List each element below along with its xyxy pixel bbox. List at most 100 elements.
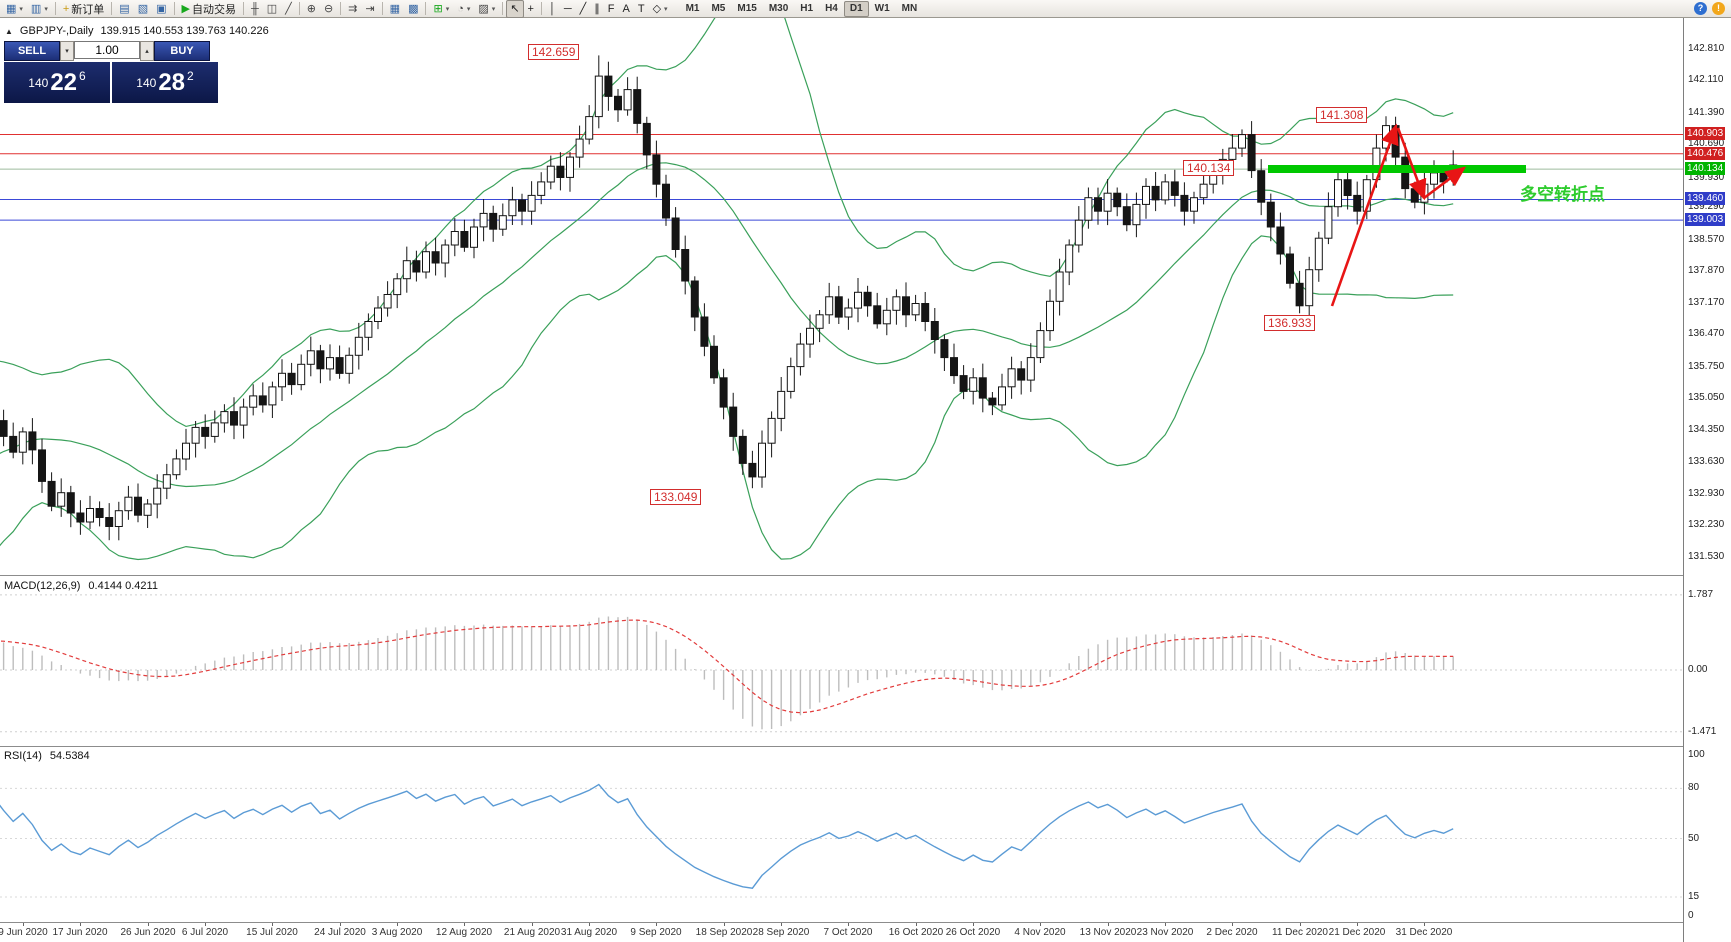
templates-button[interactable]: ▨ ▾ bbox=[474, 0, 499, 18]
annotation-price-label[interactable]: 133.049 bbox=[650, 489, 702, 505]
timeframe-d1-button[interactable]: D1 bbox=[843, 0, 869, 17]
profiles-button[interactable]: ▥ ▾ bbox=[27, 0, 52, 18]
chart-line-button[interactable]: ╱ bbox=[281, 0, 296, 18]
auto-scroll-button[interactable]: ⇉ bbox=[344, 0, 361, 18]
chart-candlesticks-button[interactable]: ◫ bbox=[263, 0, 281, 18]
ask-prefix: 140 bbox=[136, 75, 157, 90]
vertical-line-button[interactable]: │ bbox=[545, 0, 560, 18]
chart-shift-button[interactable]: ⇥ bbox=[361, 0, 378, 18]
volume-decrease-button[interactable]: ▾ bbox=[60, 41, 74, 61]
ask-pip-digit: 2 bbox=[187, 68, 194, 83]
candlestick bbox=[162, 474, 171, 489]
trend-arrow[interactable] bbox=[1330, 123, 1399, 307]
macd-panel-chart[interactable] bbox=[0, 577, 1683, 746]
buy-button[interactable]: BUY bbox=[154, 41, 210, 61]
market-watch-button[interactable]: ▤ bbox=[115, 0, 133, 18]
toolbar-separator bbox=[298, 2, 300, 15]
volume-input[interactable] bbox=[74, 41, 140, 59]
candlestick bbox=[537, 181, 546, 196]
candlestick bbox=[969, 377, 978, 392]
candlestick bbox=[575, 138, 584, 158]
toolbar-right-icons: ?! bbox=[1694, 2, 1725, 15]
rsi-panel-chart[interactable] bbox=[0, 747, 1683, 922]
help-icon[interactable]: ? bbox=[1694, 2, 1707, 15]
price-axis[interactable]: 142.810 142.110 141.390 140.690 139.930 139.2… bbox=[1683, 18, 1731, 942]
annotation-price-label[interactable]: 142.659 bbox=[528, 44, 580, 60]
candlestick bbox=[114, 510, 123, 528]
candlestick bbox=[134, 496, 142, 516]
trend-arrow[interactable] bbox=[1396, 127, 1427, 201]
support-zone-bar[interactable] bbox=[1268, 165, 1526, 173]
candlestick bbox=[902, 296, 910, 316]
autotrading-icon: ▶ bbox=[181, 2, 190, 15]
cascade-windows-button[interactable]: ▩ bbox=[404, 0, 422, 18]
autotrading-button[interactable]: ▶ 自动交易 bbox=[178, 0, 240, 18]
candlestick bbox=[662, 183, 670, 219]
timeframe-m5-button[interactable]: M5 bbox=[711, 2, 726, 14]
oneclick-collapse-icon[interactable]: ▲ bbox=[5, 26, 13, 36]
text-label-button[interactable]: T bbox=[634, 0, 649, 18]
text-button[interactable]: A bbox=[619, 0, 634, 18]
trend-arrow[interactable] bbox=[1423, 166, 1467, 200]
cursor-button[interactable]: ↖ bbox=[506, 0, 524, 18]
candlestick bbox=[220, 411, 229, 424]
periods-icon: ◔ bbox=[457, 2, 464, 15]
horizontal-line-button[interactable]: ─ bbox=[560, 0, 576, 18]
annotation-price-label[interactable]: 136.933 bbox=[1264, 315, 1316, 331]
tile-windows-button[interactable]: ▦ bbox=[386, 0, 404, 18]
candlestick bbox=[9, 435, 18, 453]
chart-bars-button[interactable]: ╫ bbox=[247, 0, 263, 18]
equidistant-channel-button[interactable]: ∥ bbox=[590, 0, 604, 18]
whats-new-icon[interactable]: ! bbox=[1712, 2, 1725, 15]
timeframe-m15-button[interactable]: M15 bbox=[737, 2, 757, 14]
chart-note-text[interactable]: 多空转折点 bbox=[1520, 185, 1605, 204]
arrows-button[interactable]: ◇ ▾ bbox=[649, 0, 672, 18]
periods-button[interactable]: ◔ ▾ bbox=[453, 0, 474, 18]
annotation-price-label[interactable]: 140.134 bbox=[1183, 160, 1235, 176]
templates-icon: ▨ bbox=[478, 2, 489, 15]
rsi-label: RSI(14) bbox=[4, 750, 42, 762]
candlestick bbox=[364, 321, 373, 338]
new-order-button[interactable]: + 新订单 bbox=[59, 0, 108, 18]
toolbar-separator bbox=[173, 2, 175, 15]
ask-price[interactable]: 140 28 2 bbox=[112, 62, 218, 103]
candlestick bbox=[316, 350, 325, 370]
timeframe-mn-button[interactable]: MN bbox=[901, 2, 918, 14]
zoom-out-button[interactable]: ⊖ bbox=[320, 0, 337, 18]
price-chart[interactable] bbox=[0, 18, 1683, 575]
candlestick bbox=[326, 357, 334, 370]
terminal-button[interactable]: ▣ bbox=[152, 0, 170, 18]
time-tick bbox=[340, 923, 341, 926]
annotation-price-label[interactable]: 141.308 bbox=[1316, 107, 1368, 123]
candlestick bbox=[1122, 206, 1131, 226]
panel-separator[interactable] bbox=[0, 746, 1731, 747]
date-label: 21 Aug 2020 bbox=[503, 927, 561, 938]
timeframe-w1-button[interactable]: W1 bbox=[874, 2, 890, 14]
toolbar-separator bbox=[111, 2, 113, 15]
timeframe-h4-button[interactable]: H4 bbox=[825, 2, 838, 14]
candlestick bbox=[47, 480, 56, 507]
new-chart-button[interactable]: ▦ ▾ bbox=[2, 0, 27, 18]
navigator-button[interactable]: ▧ bbox=[134, 0, 152, 18]
panel-separator[interactable] bbox=[0, 575, 1731, 576]
trendline-button[interactable]: ╱ bbox=[576, 0, 591, 18]
toolbar-separator bbox=[540, 2, 542, 15]
time-tick bbox=[1232, 923, 1233, 926]
candlestick bbox=[998, 386, 1006, 406]
candlestick bbox=[1065, 244, 1074, 273]
bid-price[interactable]: 140 22 6 bbox=[4, 62, 110, 103]
time-axis[interactable]: 9 Jun 2020 17 Jun 2020 26 Jun 2020 6 Jul 20… bbox=[0, 923, 1683, 942]
timeframe-h1-button[interactable]: H1 bbox=[800, 2, 814, 14]
volume-increase-button[interactable]: ▴ bbox=[140, 41, 154, 61]
crosshair-button[interactable]: + bbox=[524, 0, 538, 18]
sell-button[interactable]: SELL bbox=[4, 41, 60, 61]
zoom-in-button[interactable]: ⊕ bbox=[303, 0, 320, 18]
time-tick bbox=[464, 923, 465, 926]
timeframe-m30-button[interactable]: M30 bbox=[768, 2, 789, 14]
candlestick bbox=[633, 89, 642, 124]
fibonacci-retracement-button[interactable]: F bbox=[604, 0, 619, 18]
timeframe-m1-button[interactable]: M1 bbox=[685, 2, 700, 14]
time-tick bbox=[1357, 923, 1358, 926]
indicators-button[interactable]: ⊞ ▾ bbox=[429, 0, 453, 18]
price-tick-label: 132.930 bbox=[1688, 488, 1725, 499]
